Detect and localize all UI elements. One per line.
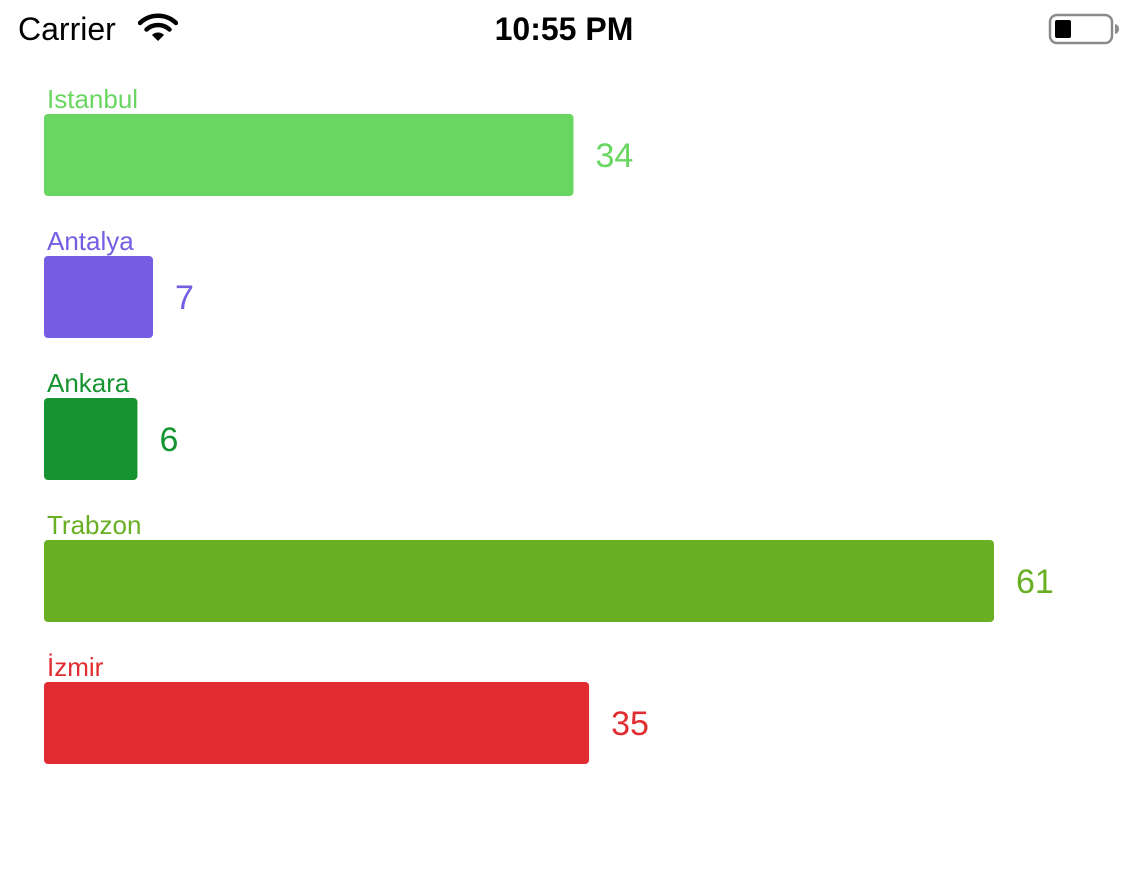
category-label-trabzon: Trabzon: [47, 510, 141, 540]
bar-izmir: [44, 682, 590, 764]
category-label-istanbul: Istanbul: [47, 84, 138, 114]
value-label-ankara: 6: [159, 421, 178, 459]
category-label-antalya: Antalya: [47, 226, 134, 256]
value-label-trabzon: 61: [1016, 563, 1054, 601]
value-label-izmir: 35: [611, 705, 649, 743]
value-label-istanbul: 34: [596, 137, 634, 175]
category-label-ankara: Ankara: [47, 368, 130, 398]
battery-icon: [1048, 12, 1122, 46]
bar-istanbul: [44, 114, 574, 196]
bar-trabzon: [44, 540, 994, 622]
category-label-izmir: İzmir: [47, 652, 104, 682]
value-label-antalya: 7: [175, 279, 194, 317]
carrier-label: Carrier: [18, 11, 116, 47]
bar-ankara: [44, 398, 138, 480]
bar-antalya: [44, 256, 154, 338]
status-bar: Carrier 10:55 PM: [0, 0, 1128, 58]
status-time: 10:55 PM: [494, 11, 634, 47]
wifi-icon: [137, 12, 179, 44]
